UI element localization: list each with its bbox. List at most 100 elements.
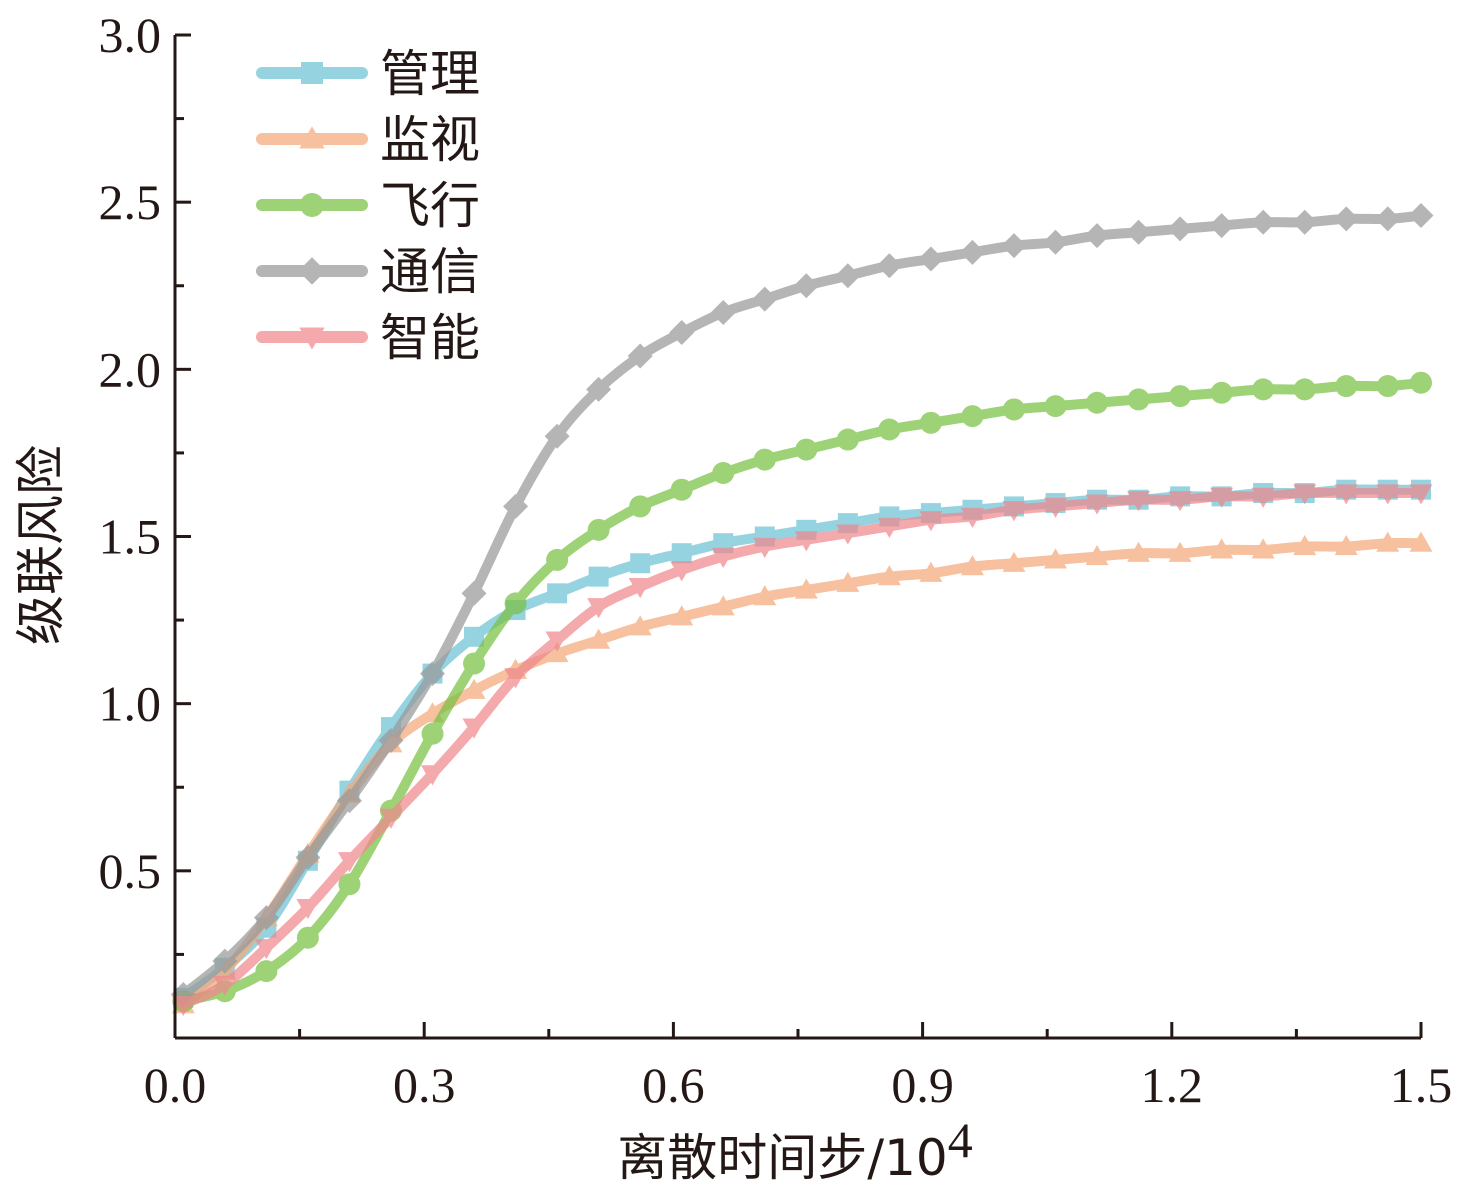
data-point <box>1084 223 1110 249</box>
data-point <box>504 592 527 615</box>
data-point <box>836 524 860 545</box>
x-tick-label: 0.6 <box>642 1057 705 1113</box>
legend-entry-1: 管理 <box>256 45 480 103</box>
data-point <box>545 642 569 663</box>
data-point <box>919 561 943 582</box>
legend-swatch <box>256 257 368 285</box>
legend-label: 飞行 <box>380 177 480 235</box>
legend-entry-5: 智能 <box>256 309 480 367</box>
series-line <box>178 487 1426 1010</box>
data-point <box>1409 484 1433 505</box>
data-point <box>1044 395 1067 418</box>
data-point <box>712 461 735 484</box>
data-point <box>378 727 404 753</box>
data-point <box>1409 531 1433 552</box>
data-point <box>544 423 570 449</box>
data-point <box>629 495 652 518</box>
data-point <box>503 493 529 519</box>
data-point <box>1376 531 1400 552</box>
series-5 <box>171 484 1433 1017</box>
data-point <box>919 411 942 434</box>
legend-entry-2: 监视 <box>256 111 480 169</box>
data-point <box>1408 203 1434 229</box>
data-point <box>670 561 694 582</box>
data-point <box>295 844 321 870</box>
series-line <box>178 210 1426 1000</box>
data-point <box>1210 381 1233 404</box>
data-point <box>960 555 984 576</box>
data-point <box>878 418 901 441</box>
data-point <box>1168 541 1192 562</box>
data-point <box>627 343 653 369</box>
data-point <box>1410 371 1432 394</box>
data-point <box>587 518 610 541</box>
data-point <box>1376 484 1400 505</box>
legend-swatch <box>256 193 368 217</box>
data-point <box>1251 538 1275 559</box>
legend-label: 监视 <box>380 111 480 169</box>
data-point <box>1292 209 1318 235</box>
y-tick-label: 0.5 <box>99 843 162 899</box>
data-point <box>338 873 361 896</box>
series-4 <box>170 203 1434 1008</box>
data-point <box>793 273 819 299</box>
data-point <box>710 299 736 325</box>
data-point <box>1002 398 1025 421</box>
data-point <box>1167 216 1193 242</box>
data-point <box>254 939 278 960</box>
data-point <box>1375 206 1401 232</box>
x-tick-label: 1.2 <box>1141 1057 1204 1113</box>
data-point <box>1251 487 1275 508</box>
legend-marker <box>300 193 324 217</box>
data-point <box>961 405 984 428</box>
data-point <box>421 765 445 786</box>
data-point <box>1085 545 1109 566</box>
data-point <box>1169 385 1192 408</box>
legend-entry-4: 通信 <box>256 243 480 301</box>
legend-marker <box>298 257 326 285</box>
data-point <box>462 718 486 739</box>
x-tick-label: 0.3 <box>393 1057 456 1113</box>
series-1 <box>173 479 1431 1008</box>
x-tick-label: 1.5 <box>1390 1057 1453 1113</box>
data-point <box>1210 538 1234 559</box>
data-point <box>296 926 319 949</box>
data-point <box>628 615 652 636</box>
legend-label: 智能 <box>380 309 480 367</box>
data-point <box>253 905 279 931</box>
series-2 <box>171 531 1433 1014</box>
data-point <box>1210 487 1234 508</box>
data-point <box>670 478 693 501</box>
x-axis-title-main: 离散时间步/10 <box>617 1129 947 1187</box>
x-axis-title-exponent: 4 <box>948 1112 973 1168</box>
data-point <box>1001 233 1027 259</box>
legend-label: 管理 <box>380 45 480 103</box>
data-point <box>960 507 984 528</box>
data-point <box>1127 491 1151 512</box>
data-point <box>1044 548 1068 569</box>
data-point <box>753 537 777 559</box>
data-point <box>1127 388 1150 411</box>
data-point <box>1086 391 1109 414</box>
legend-marker <box>301 62 323 84</box>
data-point <box>1043 229 1069 255</box>
data-point <box>586 376 612 402</box>
data-point <box>1002 551 1026 572</box>
data-point <box>545 631 569 652</box>
legend-label: 通信 <box>380 243 480 301</box>
legend-swatch <box>256 62 368 84</box>
data-point <box>1334 535 1358 556</box>
data-point <box>461 580 487 606</box>
data-point <box>255 960 278 983</box>
data-point <box>1002 501 1026 522</box>
data-point <box>337 852 361 873</box>
data-point <box>1293 378 1316 401</box>
data-point <box>587 598 611 619</box>
data-point <box>213 975 237 997</box>
y-tick-label: 3.0 <box>99 7 162 63</box>
data-point <box>836 428 859 451</box>
data-point <box>671 543 692 564</box>
data-point <box>1293 535 1317 556</box>
data-point <box>794 578 818 599</box>
